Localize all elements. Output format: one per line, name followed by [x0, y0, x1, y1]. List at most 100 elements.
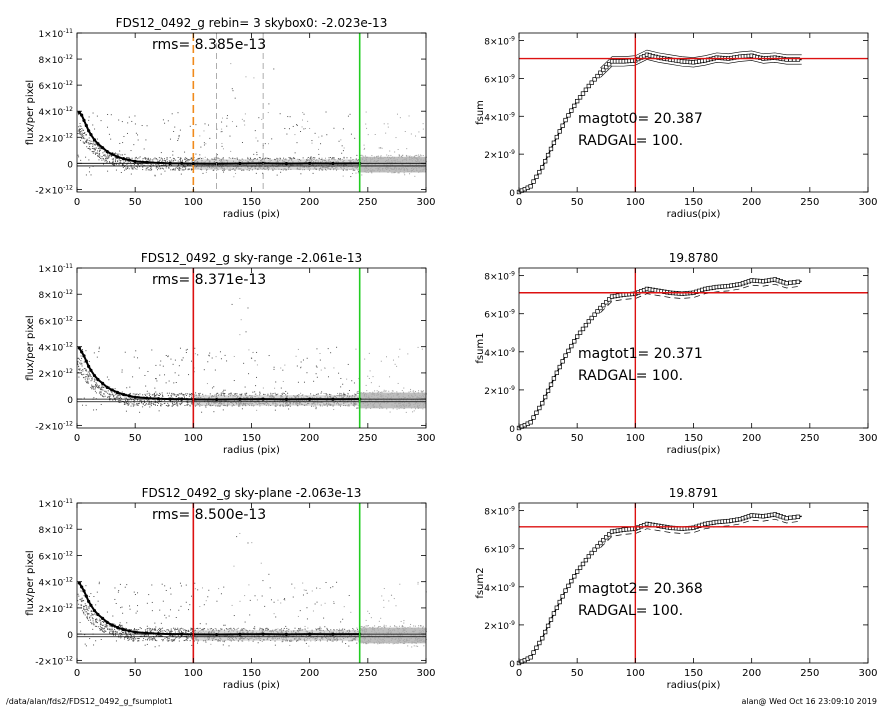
scatter-point — [301, 629, 303, 631]
scatter-point — [342, 175, 344, 177]
scatter-point — [96, 138, 98, 140]
scatter-point — [92, 628, 94, 630]
scatter-point — [132, 376, 134, 378]
scatter-point — [85, 142, 87, 144]
scatter-point — [151, 168, 153, 170]
scatter-point — [210, 643, 212, 645]
scatter-point — [78, 131, 80, 133]
scatter-point — [112, 152, 114, 154]
scatter-point — [209, 352, 211, 354]
scatter-point — [146, 400, 148, 402]
scatter-point — [146, 639, 148, 641]
scatter-point — [100, 389, 102, 391]
scatter-point — [85, 607, 87, 609]
fsum-point — [572, 339, 577, 344]
scatter-point — [215, 405, 217, 407]
scatter-point — [240, 393, 242, 395]
scatter-point — [221, 121, 223, 123]
scatter-point — [418, 390, 420, 392]
scatter-point — [281, 628, 283, 630]
scatter-point — [97, 156, 99, 158]
scatter-point — [159, 159, 161, 161]
scatter-point — [391, 390, 393, 392]
scatter-point — [197, 157, 199, 159]
scatter-point — [151, 349, 153, 351]
scatter-point — [274, 405, 276, 407]
scatter-point — [399, 117, 401, 119]
fsum-point — [537, 169, 542, 175]
fsum-point — [604, 64, 609, 70]
scatter-point — [188, 168, 190, 170]
scatter-point — [258, 157, 260, 159]
scatter-point — [81, 132, 83, 134]
scatter-point — [292, 125, 294, 127]
scatter-point — [265, 627, 267, 629]
scatter-point — [107, 156, 109, 158]
scatter-point — [81, 134, 83, 136]
scatter-point — [136, 168, 138, 170]
scatter-point — [109, 155, 111, 157]
scatter-point — [147, 370, 149, 372]
scatter-point — [182, 164, 184, 166]
scatter-point — [89, 148, 91, 150]
scatter-point — [157, 402, 159, 404]
scatter-point — [78, 114, 80, 116]
fsum-point — [586, 83, 591, 89]
scatter-point — [113, 392, 115, 394]
fsum-point — [598, 70, 603, 75]
scatter-point — [191, 393, 193, 395]
scatter-point — [94, 128, 96, 130]
scatter-point — [320, 369, 322, 371]
scatter-point — [111, 392, 113, 394]
scatter-point — [104, 395, 106, 397]
scatter-point — [171, 405, 173, 407]
scatter-point — [138, 628, 140, 630]
scatter-point — [306, 618, 308, 620]
scatter-point — [168, 630, 170, 632]
scatter-point — [100, 392, 102, 394]
scatter-point — [326, 134, 328, 136]
scatter-point — [358, 171, 360, 173]
scatter-point — [408, 115, 410, 117]
scatter-point — [89, 149, 91, 151]
scatter-point — [202, 628, 204, 630]
scatter-point — [289, 116, 291, 118]
scatter-point — [199, 135, 201, 137]
scatter-point — [143, 400, 145, 402]
scatter-point — [111, 630, 113, 632]
scatter-point — [85, 376, 87, 378]
scatter-point — [417, 645, 419, 647]
scatter-point — [79, 622, 81, 624]
scatter-point — [95, 392, 97, 394]
scatter-point — [388, 155, 390, 157]
scatter-point — [79, 362, 81, 364]
scatter-point — [118, 397, 120, 399]
scatter-point — [82, 349, 84, 351]
scatter-point — [185, 631, 187, 633]
scatter-point — [379, 407, 381, 409]
scatter-point — [203, 369, 205, 371]
scatter-point — [313, 405, 315, 407]
scatter-point — [262, 172, 264, 174]
scatter-point — [106, 152, 108, 154]
scatter-point — [195, 153, 197, 155]
scatter-point — [201, 158, 203, 160]
profile-point — [92, 138, 97, 142]
scatter-point — [368, 352, 370, 354]
scatter-point — [141, 400, 143, 402]
scatter-point — [422, 155, 424, 157]
scatter-point — [390, 154, 392, 156]
scatter-point — [95, 386, 97, 388]
x-tick-label: 0 — [74, 433, 80, 444]
scatter-point — [119, 150, 121, 152]
scatter-point — [130, 634, 132, 636]
scatter-point — [131, 168, 133, 170]
scatter-point — [155, 395, 157, 397]
scatter-point — [106, 161, 108, 163]
scatter-point — [110, 628, 112, 630]
scatter-point — [169, 587, 171, 589]
scatter-point — [161, 392, 163, 394]
scatter-point — [243, 169, 245, 171]
scatter-point — [256, 376, 258, 378]
